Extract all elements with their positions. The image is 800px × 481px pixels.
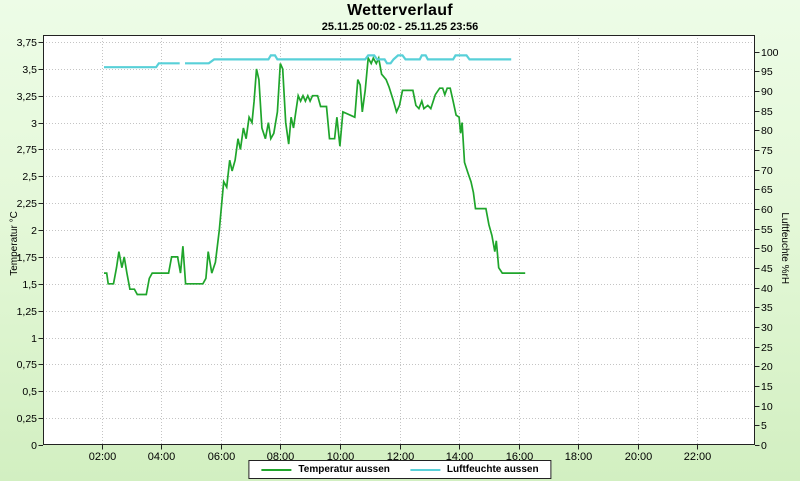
svg-text:15: 15 <box>761 381 773 393</box>
svg-text:04:00: 04:00 <box>148 451 176 463</box>
svg-text:0,5: 0,5 <box>22 386 37 398</box>
svg-text:65: 65 <box>761 184 773 196</box>
svg-text:30: 30 <box>761 322 773 334</box>
svg-text:35: 35 <box>761 302 773 314</box>
svg-text:22:00: 22:00 <box>684 451 712 463</box>
svg-text:55: 55 <box>761 224 773 236</box>
svg-text:5: 5 <box>761 420 767 432</box>
svg-text:50: 50 <box>761 243 773 255</box>
svg-text:2,75: 2,75 <box>17 144 38 156</box>
temperatur-aussen-line <box>104 55 526 296</box>
svg-text:40: 40 <box>761 283 773 295</box>
humidity-line-swatch <box>409 468 440 471</box>
axis-ticks-and-labels: 0 0,25 0,5 0,75 1 1,25 1,5 1,75 2 2,25 2,5 2,75 3 3,2… <box>17 37 779 463</box>
svg-text:10: 10 <box>761 401 773 413</box>
temperature-line-swatch <box>261 468 292 471</box>
svg-text:1: 1 <box>31 333 37 345</box>
svg-text:100: 100 <box>761 47 779 59</box>
svg-text:18:00: 18:00 <box>565 451 593 463</box>
left-axis-title: Temperatur °C <box>9 211 20 276</box>
svg-text:20:00: 20:00 <box>625 451 653 463</box>
svg-text:3: 3 <box>31 118 37 130</box>
svg-text:3,75: 3,75 <box>17 37 38 49</box>
svg-text:0: 0 <box>31 440 37 452</box>
svg-text:95: 95 <box>761 66 773 78</box>
svg-text:2,25: 2,25 <box>17 198 38 210</box>
svg-text:0,75: 0,75 <box>17 359 38 371</box>
svg-text:02:00: 02:00 <box>89 451 117 463</box>
legend-box: Temperatur aussen Luftfeuchte aussen <box>248 460 552 479</box>
legend-item-temperature: Temperatur aussen <box>261 464 390 475</box>
svg-text:0,25: 0,25 <box>17 413 38 425</box>
legend-label-humidity: Luftfeuchte aussen <box>446 464 539 475</box>
svg-text:06:00: 06:00 <box>208 451 236 463</box>
svg-text:3,5: 3,5 <box>22 64 37 76</box>
svg-text:70: 70 <box>761 165 773 177</box>
gridlines <box>43 35 755 445</box>
svg-text:2: 2 <box>31 225 37 237</box>
legend-label-temperature: Temperatur aussen <box>298 464 390 475</box>
chart-subtitle: 25.11.25 00:02 - 25.11.25 23:56 <box>321 21 479 33</box>
svg-text:1,75: 1,75 <box>17 252 38 264</box>
svg-text:1,5: 1,5 <box>22 279 37 291</box>
svg-text:20: 20 <box>761 361 773 373</box>
chart-title: Wetterverlauf <box>347 2 453 19</box>
svg-text:45: 45 <box>761 263 773 275</box>
luftfeuchte-aussen-line <box>185 54 512 65</box>
svg-text:90: 90 <box>761 86 773 98</box>
svg-text:85: 85 <box>761 106 773 118</box>
plot-area <box>43 35 755 445</box>
svg-text:25: 25 <box>761 342 773 354</box>
svg-text:2,5: 2,5 <box>22 171 37 183</box>
svg-text:80: 80 <box>761 125 773 137</box>
svg-text:60: 60 <box>761 204 773 216</box>
right-axis-title: Luftfeuchte %rH <box>779 212 790 284</box>
svg-text:75: 75 <box>761 145 773 157</box>
svg-text:3,25: 3,25 <box>17 91 38 103</box>
luftfeuchte-aussen-line <box>104 62 180 69</box>
plot-border <box>43 35 755 445</box>
legend-item-humidity: Luftfeuchte aussen <box>409 464 539 475</box>
svg-text:0: 0 <box>761 440 767 452</box>
svg-text:1,25: 1,25 <box>17 306 38 318</box>
